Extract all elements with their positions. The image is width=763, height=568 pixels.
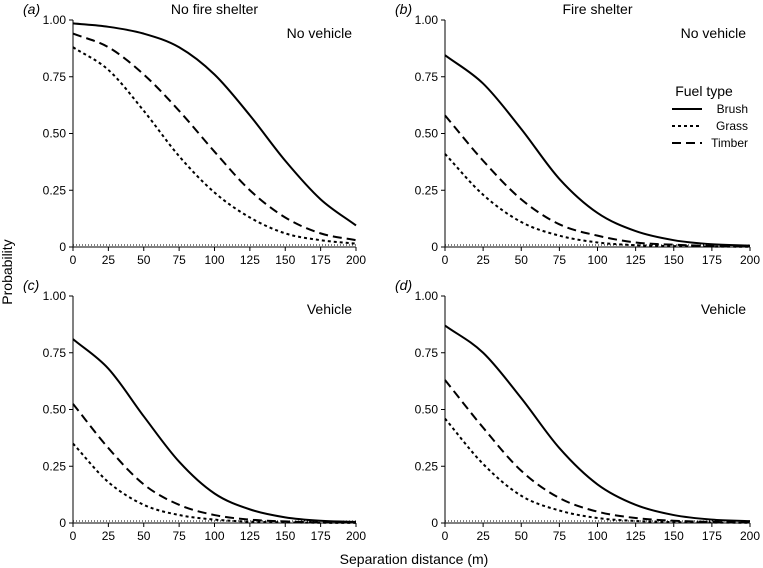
panel-b: 0 0.25 0.50 0.75 1.00 0 25 50 75 100 125 150 175 200 (… — [395, 1, 760, 267]
panel-d: 0 0.25 0.50 0.75 1.00 0 25 50 75 100 125 150 175 200 (… — [395, 277, 760, 543]
x-tick-label: 100 — [204, 529, 224, 543]
legend-label-brush: Brush — [717, 102, 748, 116]
y-tick-label: 0.25 — [415, 183, 439, 197]
y-tick-label: 1.00 — [415, 13, 439, 27]
y-tick-label: 0.25 — [415, 459, 439, 473]
x-tick-label: 175 — [311, 253, 331, 267]
series-timber-line — [72, 32, 357, 242]
y-tick-label: 0.75 — [415, 346, 439, 360]
series-grass-line — [72, 442, 357, 524]
panel-annotation: No vehicle — [681, 25, 747, 41]
x-tick-label: 50 — [137, 253, 151, 267]
y-tick-label: 0 — [431, 240, 438, 254]
legend-title: Fuel type — [675, 83, 733, 99]
y-tick-label: 0.50 — [415, 403, 439, 417]
x-tick-label: 0 — [70, 529, 77, 543]
y-tick-label: 0.50 — [43, 127, 67, 141]
x-tick-label: 175 — [702, 529, 722, 543]
x-tick-label: 200 — [740, 529, 760, 543]
series-timber-line — [444, 379, 751, 524]
panels: 0 0.25 0.50 0.75 1.00 0 25 50 75 100 125 150 175 200 (… — [23, 1, 760, 543]
series-timber-line — [72, 403, 357, 524]
x-tick-label: 50 — [515, 529, 529, 543]
x-tick-label: 175 — [702, 253, 722, 267]
x-axis-title: Separation distance (m) — [340, 551, 489, 567]
x-tick-label: 25 — [102, 529, 116, 543]
legend-label-timber: Timber — [711, 136, 748, 150]
x-tick-label: 125 — [626, 253, 646, 267]
y-tick-label: 1.00 — [43, 13, 67, 27]
x-tick-label: 50 — [515, 253, 529, 267]
x-tick-label: 125 — [240, 529, 260, 543]
y-axis-title: Probability — [0, 239, 15, 304]
y-tick-label: 0.25 — [43, 459, 67, 473]
panel-annotation: Vehicle — [701, 301, 746, 317]
y-tick-label: 0.50 — [43, 403, 67, 417]
x-tick-label: 75 — [172, 253, 186, 267]
x-tick-label: 75 — [553, 253, 567, 267]
panel-title: No fire shelter — [171, 1, 258, 17]
y-tick-label: 0.75 — [43, 346, 67, 360]
panel-c: 0 0.25 0.50 0.75 1.00 0 25 50 75 100 125 150 175 200 (… — [23, 277, 366, 543]
x-tick-label: 25 — [476, 253, 490, 267]
y-tick-label: 0 — [59, 240, 66, 254]
panel-letter: (d) — [395, 277, 412, 293]
x-tick-label: 50 — [137, 529, 151, 543]
x-tick-label: 200 — [346, 529, 366, 543]
x-tick-label: 0 — [70, 253, 77, 267]
x-tick-label: 100 — [204, 253, 224, 267]
legend-label-grass: Grass — [716, 119, 748, 133]
series-brush-line — [72, 22, 357, 227]
x-tick-label: 100 — [587, 529, 607, 543]
x-tick-label: 125 — [626, 529, 646, 543]
x-tick-label: 150 — [664, 529, 684, 543]
x-tick-label: 75 — [172, 529, 186, 543]
y-tick-label: 1.00 — [415, 289, 439, 303]
legend: Fuel type Brush Grass Timber — [672, 83, 748, 150]
panel-a: 0 0.25 0.50 0.75 1.00 0 25 50 75 100 125 150 175 200 (… — [23, 1, 366, 267]
y-tick-label: 0 — [431, 516, 438, 530]
y-tick-label: 0.75 — [415, 70, 439, 84]
panel-letter: (c) — [23, 277, 39, 293]
series-brush-line — [444, 324, 751, 523]
series-grass-line — [72, 46, 357, 245]
series-brush-line — [72, 338, 357, 523]
x-tick-label: 0 — [442, 529, 449, 543]
series-grass-line — [444, 417, 751, 524]
y-tick-label: 1.00 — [43, 289, 67, 303]
x-tick-label: 150 — [275, 253, 295, 267]
x-tick-label: 25 — [102, 253, 116, 267]
panel-letter: (a) — [23, 1, 40, 17]
x-tick-label: 150 — [275, 529, 295, 543]
x-tick-label: 200 — [740, 253, 760, 267]
y-tick-label: 0.25 — [43, 183, 67, 197]
panel-annotation: No vehicle — [287, 25, 353, 41]
y-tick-label: 0.50 — [415, 127, 439, 141]
panel-letter: (b) — [395, 1, 412, 17]
x-tick-label: 125 — [240, 253, 260, 267]
x-tick-label: 100 — [587, 253, 607, 267]
x-tick-label: 75 — [553, 529, 567, 543]
series-timber-line — [444, 114, 751, 248]
series-brush-line — [444, 54, 751, 247]
x-tick-label: 175 — [311, 529, 331, 543]
series-grass-line — [444, 153, 751, 248]
panel-annotation: Vehicle — [307, 301, 352, 317]
x-tick-label: 150 — [664, 253, 684, 267]
x-tick-label: 200 — [346, 253, 366, 267]
y-tick-label: 0.75 — [43, 70, 67, 84]
x-tick-label: 25 — [476, 529, 490, 543]
panel-title: Fire shelter — [562, 1, 632, 17]
x-tick-label: 0 — [442, 253, 449, 267]
y-tick-label: 0 — [59, 516, 66, 530]
